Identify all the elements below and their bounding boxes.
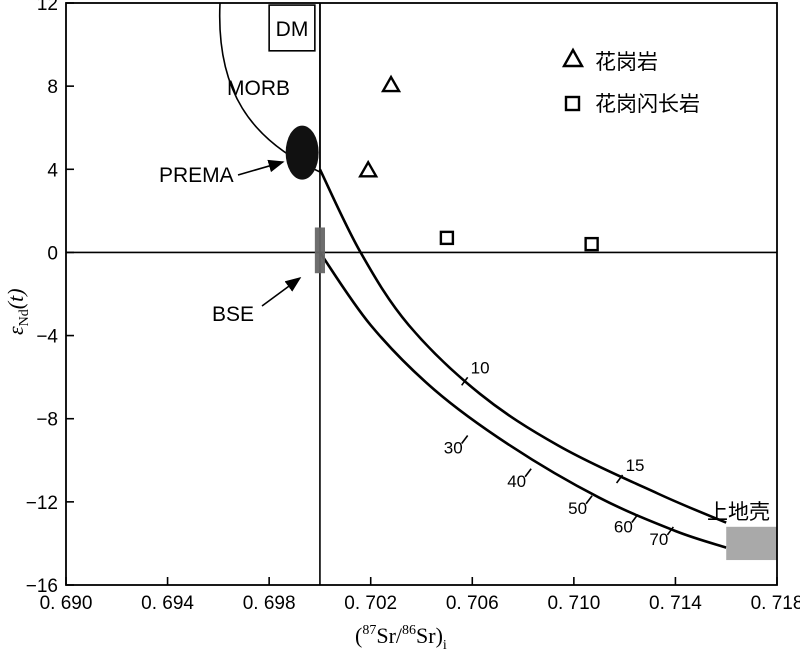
x-tick-label: 0. 706 — [446, 593, 499, 614]
x-tick-label: 0. 702 — [344, 593, 397, 614]
x-tick-label: 0. 690 — [40, 593, 93, 614]
granite-point — [380, 74, 402, 93]
legend-label-granodiorite: 花岗闪长岩 — [595, 92, 700, 116]
legend-label-granite: 花岗岩 — [595, 50, 658, 74]
curve-tick-label: 40 — [507, 472, 526, 491]
bse-box — [314, 227, 326, 274]
dm-label: DM — [276, 18, 309, 41]
curve-tick-label: 70 — [649, 530, 668, 549]
x-tick-label: 0. 694 — [141, 593, 194, 614]
mixing-curves-layer — [318, 168, 727, 549]
plot-frame — [65, 2, 778, 586]
granite-point — [358, 159, 379, 178]
curve-tick-mark — [615, 474, 624, 484]
x-tick-label: 0. 698 — [243, 593, 296, 614]
y-tick-label: −8 — [36, 410, 58, 431]
x-tick-label: 0. 710 — [547, 593, 600, 614]
granodiorite-point — [439, 230, 455, 246]
bse-label: BSE — [212, 303, 254, 326]
y-tick-label: −12 — [26, 493, 58, 514]
curve-tick-mark — [585, 495, 593, 505]
upper-crust-label: 上地壳 — [707, 501, 770, 524]
axes-layer: 0. 690 0. 694 0. 698 0. 702 0. 706 0. 710 0. 7… — [26, 0, 800, 614]
curve-tick-mark — [461, 435, 469, 444]
y-tick-label: 0 — [47, 243, 58, 264]
mixing-curve-upper — [318, 168, 727, 524]
curve-tick-mark — [524, 468, 532, 478]
prema-label: PREMA — [159, 164, 234, 187]
x-tick-label: 0. 718 — [751, 593, 800, 614]
curve-tick-label: 30 — [444, 439, 463, 458]
reference-lines — [66, 3, 777, 585]
curve-tick-label: 15 — [626, 456, 645, 475]
curve-tick-label: 60 — [614, 517, 633, 536]
y-tick-label: 4 — [47, 160, 58, 181]
y-tick-label: 12 — [37, 0, 58, 15]
x-axis-title: (87Sr/86Sr)i — [355, 623, 447, 653]
curve-tick-mark — [631, 514, 639, 523]
legend-square-icon — [564, 95, 581, 112]
data-points-layer — [358, 74, 599, 252]
y-tick-label: −16 — [26, 576, 58, 597]
morb-label: MORB — [227, 77, 290, 100]
curve-tick-mark — [666, 526, 674, 536]
regions-layer: DM MORB PREMA — [159, 2, 321, 187]
legend-triangle-icon — [561, 47, 585, 68]
curve-tick-mark — [461, 376, 469, 386]
y-axis-title: εNd(t) — [3, 288, 32, 335]
upper-crust-box — [726, 526, 777, 561]
legend: 花岗岩 花岗闪长岩 — [561, 47, 700, 116]
y-tick-label: −4 — [36, 327, 58, 348]
granodiorite-point — [584, 236, 599, 252]
mixing-curve-lower — [318, 251, 727, 549]
y-tick-label: 8 — [47, 77, 58, 98]
bse-arrow — [261, 277, 302, 307]
x-tick-label: 0. 714 — [649, 593, 702, 614]
prema-arrow — [237, 159, 285, 176]
reservoir-boxes: BSE 上地壳 — [212, 227, 777, 561]
prema-ellipse — [285, 125, 319, 180]
curve-tick-label: 50 — [568, 499, 587, 518]
curve-tick-layer: 10 15 30 40 50 60 70 — [444, 358, 674, 549]
dm-box — [268, 4, 316, 52]
curve-tick-label: 10 — [471, 358, 490, 377]
